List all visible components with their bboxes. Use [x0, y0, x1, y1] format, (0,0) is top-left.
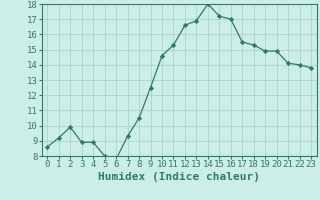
X-axis label: Humidex (Indice chaleur): Humidex (Indice chaleur)	[98, 172, 260, 182]
